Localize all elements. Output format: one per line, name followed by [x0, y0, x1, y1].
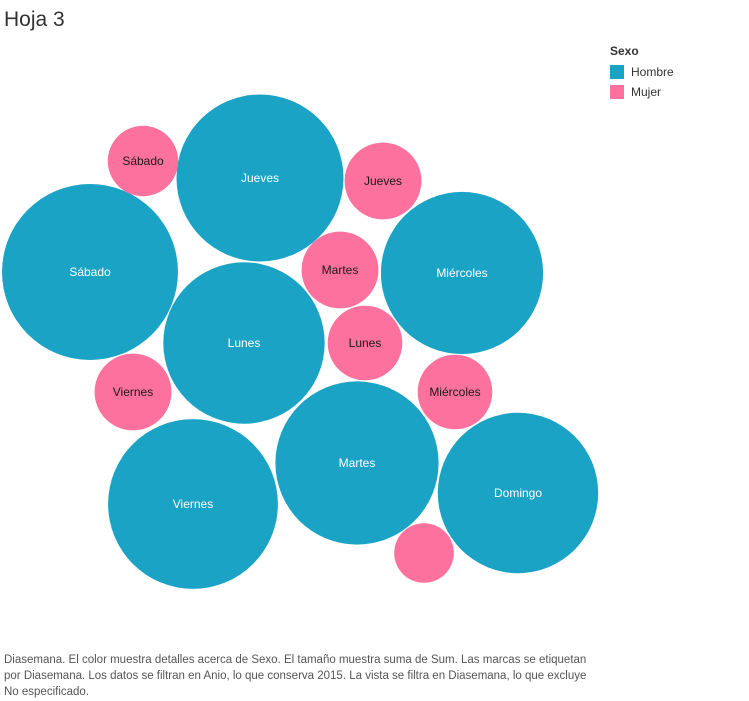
legend-label-hombre: Hombre [631, 65, 674, 79]
legend-swatch-hombre [610, 65, 624, 79]
legend-title: Sexo [610, 44, 639, 58]
bubble-circle[interactable] [394, 523, 454, 583]
bubble-circle[interactable] [437, 412, 599, 574]
bubble-label: Lunes [349, 336, 382, 350]
bubble-circle[interactable] [417, 354, 493, 430]
bubble-hombre-0[interactable]: Sábado [2, 184, 178, 360]
bubble-label: Miércoles [429, 385, 480, 399]
bubble-hombre-3[interactable]: Lunes [163, 262, 325, 424]
legend-item-mujer[interactable]: Mujer [610, 82, 674, 102]
bubble-circle[interactable] [108, 419, 278, 589]
bubble-circle[interactable] [107, 125, 179, 197]
bubble-label: Lunes [228, 336, 261, 350]
bubble-hombre-6[interactable]: Domingo [437, 412, 599, 574]
bubble-label: Miércoles [436, 266, 487, 280]
bubble-label: Viernes [113, 385, 153, 399]
bubble-hombre-5[interactable]: Viernes [108, 419, 278, 589]
bubble-label: Martes [322, 263, 359, 277]
bubble-circle[interactable] [327, 305, 403, 381]
bubble-mujer-2[interactable]: Martes [301, 231, 379, 309]
bubble-mujer-5[interactable]: Miércoles [417, 354, 493, 430]
bubble-circle[interactable] [176, 94, 344, 262]
bubble-hombre-1[interactable]: Jueves [176, 94, 344, 262]
bubble-circle[interactable] [163, 262, 325, 424]
bubble-label: Jueves [241, 171, 279, 185]
legend-swatch-mujer [610, 85, 624, 99]
bubble-label: Sábado [69, 265, 111, 279]
bubble-mujer-6[interactable] [394, 523, 454, 583]
bubble-circle[interactable] [344, 142, 422, 220]
bubble-hombre-4[interactable]: Martes [275, 381, 439, 545]
bubble-chart: Sábado Jueves Miércoles Lunes Martes Viernes D… [2, 94, 599, 589]
bubble-hombre-2[interactable]: Miércoles [380, 191, 544, 355]
bubble-mujer-4[interactable]: Viernes [94, 353, 172, 431]
bubble-mujer-3[interactable]: Lunes [327, 305, 403, 381]
bubble-circle[interactable] [301, 231, 379, 309]
caption: Diasemana. El color muestra detalles ace… [4, 654, 587, 698]
bubble-circle[interactable] [380, 191, 544, 355]
bubble-label: Martes [339, 456, 376, 470]
bubble-label: Jueves [364, 174, 402, 188]
legend: Sexo Hombre Mujer [610, 44, 674, 102]
bubble-circle[interactable] [275, 381, 439, 545]
bubble-label: Viernes [173, 497, 213, 511]
bubble-label: Domingo [494, 486, 542, 500]
legend-label-mujer: Mujer [631, 85, 662, 99]
sheet-title: Hoja 3 [4, 8, 65, 31]
bubble-label: Sábado [122, 154, 164, 168]
bubble-circle[interactable] [94, 353, 172, 431]
legend-item-hombre[interactable]: Hombre [610, 62, 674, 82]
bubble-mujer-0[interactable]: Sábado [107, 125, 179, 197]
bubble-circle[interactable] [2, 184, 178, 360]
bubble-mujer-1[interactable]: Jueves [344, 142, 422, 220]
